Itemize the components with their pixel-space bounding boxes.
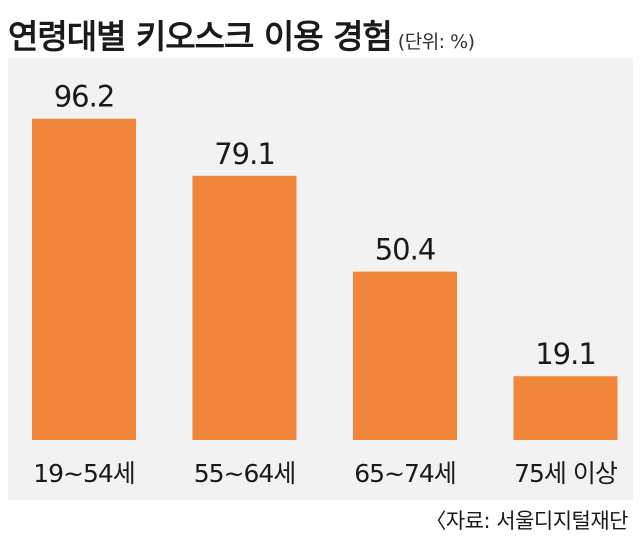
source-note: 〈자료: 서울디지털재단 bbox=[425, 509, 628, 533]
data-label: 19.1 bbox=[535, 337, 596, 371]
bar bbox=[32, 118, 136, 440]
x-tick-label: 65~74세 bbox=[354, 459, 456, 488]
x-tick-label: 55~64세 bbox=[194, 459, 296, 488]
data-label: 96.2 bbox=[54, 80, 115, 114]
bar bbox=[513, 376, 618, 440]
unit-note: (단위: %) bbox=[397, 31, 475, 53]
title-row: 연령대별 키오스크 이용 경험 (단위: %) bbox=[8, 10, 475, 58]
bar bbox=[353, 271, 457, 440]
x-tick-label: 19~54세 bbox=[33, 459, 135, 488]
data-label: 79.1 bbox=[214, 137, 275, 171]
data-label: 50.4 bbox=[375, 233, 436, 267]
chart-title: 연령대별 키오스크 이용 경험 bbox=[8, 17, 393, 56]
bar bbox=[192, 175, 297, 440]
x-tick-label: 75세 이상 bbox=[514, 459, 618, 488]
